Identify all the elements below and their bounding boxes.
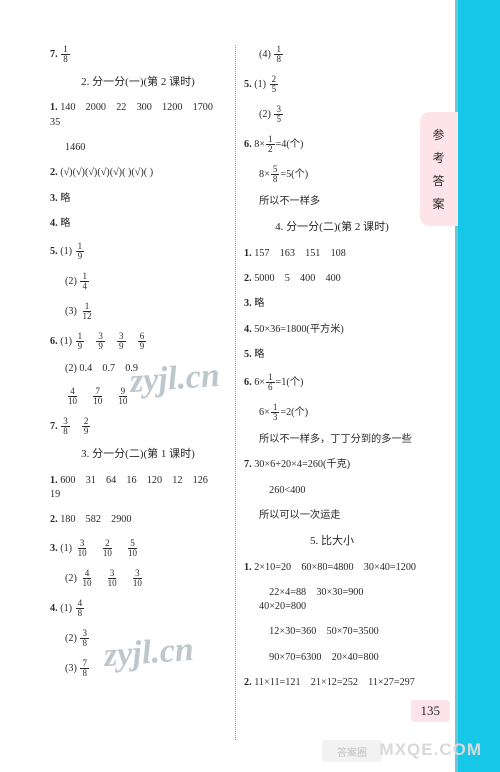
cyan-border — [458, 0, 500, 772]
answer-line: 6. 6×16=1(个) — [244, 373, 420, 392]
answer-line: 1. 140 2000 22 300 1200 1700 35 — [50, 101, 226, 130]
answer-line: 5. (1) 25 — [244, 75, 420, 94]
answer-line: 7. 30×6+20×4=260(千克) — [244, 458, 420, 472]
answer-line: 2. 5000 5 400 400 — [244, 272, 420, 286]
answer-line: 4. (1) 48 — [50, 599, 226, 618]
answer-line: 2. (√)(√)(√)(√)(√)( )(√)( ) — [50, 166, 226, 180]
answer-line: 所以可以一次运走 — [244, 509, 420, 523]
answer-line: (2) 38 — [50, 629, 226, 648]
answer-line: 1. 157 163 151 108 — [244, 247, 420, 261]
answer-line: (2) 35 — [244, 105, 420, 124]
answer-line: 4. 略 — [50, 217, 226, 231]
answer-line: 22×4=88 30×30=900 40×20=800 — [244, 586, 420, 615]
section-heading: 3. 分一分(二)(第 1 课时) — [50, 447, 226, 462]
answer-line: 90×70=6300 20×40=800 — [244, 651, 420, 665]
bookmark-char: 参 — [432, 126, 445, 143]
footer-watermark: MXQE.COM — [380, 740, 482, 760]
answer-line: 7. 18 — [50, 45, 226, 64]
answer-line: 1460 — [50, 141, 226, 155]
bookmark-tab: 参 考 答 案 — [420, 112, 458, 226]
answer-line: 2. 180 582 2900 — [50, 513, 226, 527]
answer-line: 5. (1) 19 — [50, 242, 226, 261]
section-heading: 4. 分一分(二)(第 2 课时) — [244, 220, 420, 235]
answer-line: 4. 50×36=1800(平方米) — [244, 323, 420, 337]
footer-logo: 答案圈 — [322, 740, 382, 762]
answer-key-content: 7. 18 2. 分一分(一)(第 2 课时) 1. 140 2000 22 300… — [50, 45, 420, 740]
answer-line: 所以不一样多，丁丁分到的多一些 — [244, 433, 420, 447]
answer-line: (2) 0.4 0.7 0.9 — [50, 362, 226, 376]
answer-line: 3. 略 — [244, 297, 420, 311]
answer-line: 1. 600 31 64 16 120 12 126 19 — [50, 474, 226, 503]
answer-line: 6. (1) 19 39 39 69 — [50, 332, 226, 351]
answer-line: 8×58=5(个) — [244, 165, 420, 184]
bookmark-char: 考 — [432, 149, 445, 166]
answer-line: 410 710 910 — [50, 387, 226, 406]
answer-line: 7. 38 29 — [50, 417, 226, 436]
answer-line: 12×30=360 50×70=3500 — [244, 625, 420, 639]
answer-line: 6. 8×12=4(个) — [244, 135, 420, 154]
bookmark-char: 案 — [432, 195, 445, 212]
answer-line: 260<400 — [244, 484, 420, 498]
answer-line: 所以不一样多 — [244, 195, 420, 209]
answer-line: 6×13=2(个) — [244, 403, 420, 422]
answer-line: 1. 2×10=20 60×80=4800 30×40=1200 — [244, 561, 420, 575]
answer-line: (3) 112 — [50, 302, 226, 321]
answer-line: (2) 14 — [50, 272, 226, 291]
answer-line: (2) 410 310 310 — [50, 569, 226, 588]
answer-line: 3. (1) 310 210 510 — [50, 539, 226, 558]
section-heading: 2. 分一分(一)(第 2 课时) — [50, 75, 226, 90]
answer-line: (4) 18 — [244, 45, 420, 64]
bookmark-char: 答 — [432, 172, 445, 189]
answer-line: (3) 78 — [50, 659, 226, 678]
answer-line: 2. 11×11=121 21×12=252 11×27=297 — [244, 676, 420, 690]
answer-line: 5. 略 — [244, 348, 420, 362]
section-heading: 5. 比大小 — [244, 534, 420, 549]
answer-line: 3. 略 — [50, 192, 226, 206]
